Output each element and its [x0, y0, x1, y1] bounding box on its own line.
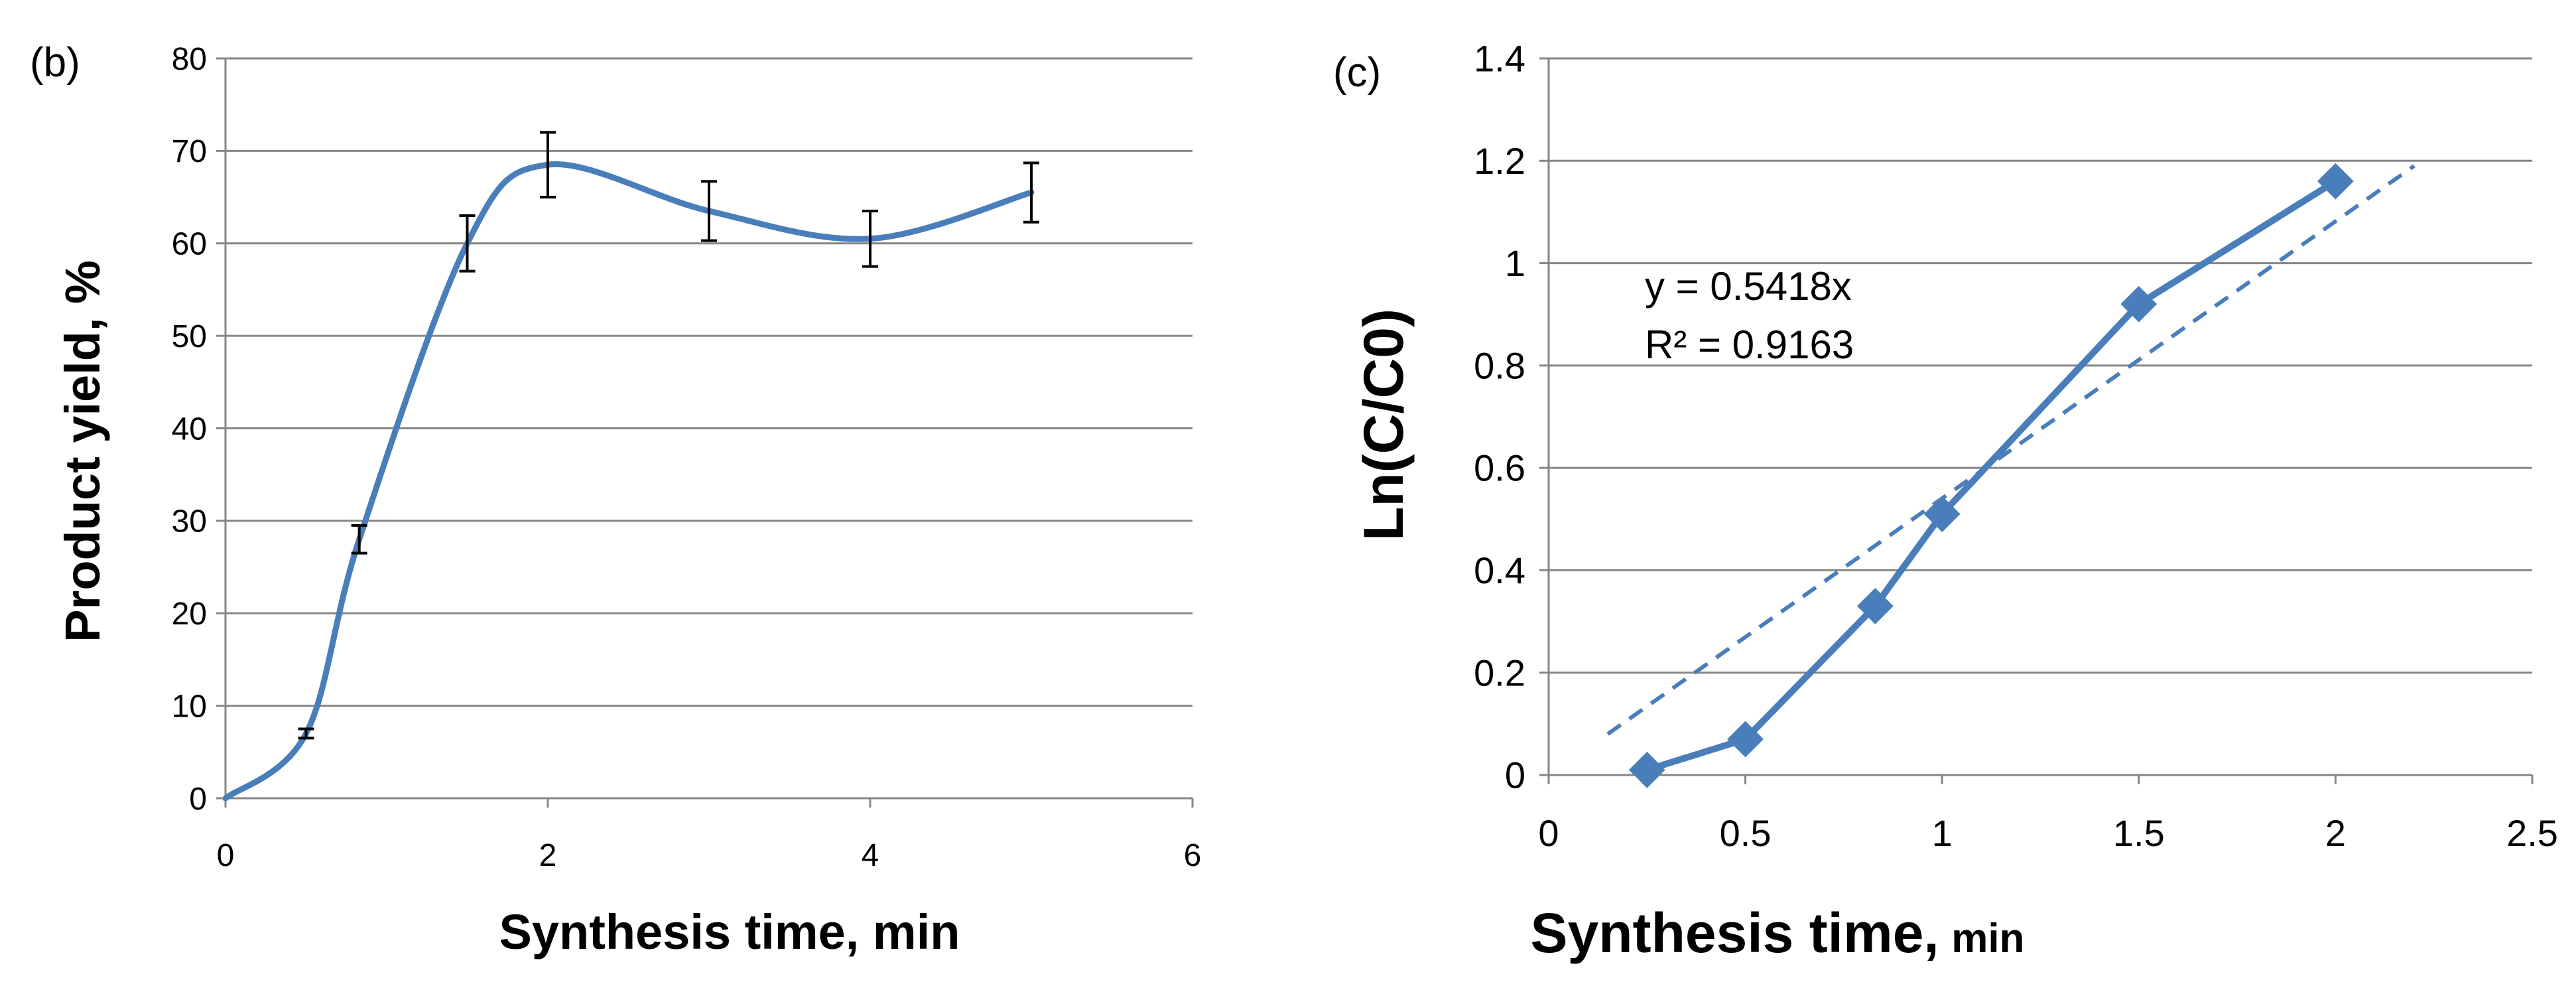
y-tick-label: 0.8 — [1474, 344, 1525, 386]
y-tick-label: 1.2 — [1474, 140, 1525, 182]
panel-b-x-tick-labels: 0 2 4 6 — [217, 838, 1202, 873]
series-line — [1645, 178, 2338, 774]
x-tick-label: 0.5 — [1720, 812, 1771, 854]
panel-c-trendline-group — [1606, 164, 2415, 736]
panel-c-label: (c) — [1333, 50, 1381, 96]
panel-b-x-axis-title: Synthesis time, min — [499, 904, 960, 959]
panel-c-equation: y = 0.5418x — [1645, 264, 1852, 309]
y-tick-label: 0 — [1505, 754, 1525, 796]
y-tick-label: 80 — [172, 42, 207, 77]
x-tick-label: 2 — [539, 838, 557, 873]
panel-c-series — [1645, 178, 2338, 774]
panel-c-x-axis-title: Synthesis time, min — [1531, 902, 2025, 964]
y-tick-label: 60 — [172, 227, 207, 262]
y-tick-label: 50 — [172, 319, 207, 354]
y-tick-label: 0.4 — [1474, 549, 1525, 591]
y-tick-label: 20 — [172, 597, 207, 632]
panel-b-y-tick-labels: 0 10 20 30 40 50 60 70 80 — [172, 42, 207, 817]
panel-c: (c) 0 0.2 0.4 0.6 0.8 1 1.2 1.4 0 0.5 1 1.5 2 2.5 y … — [1333, 38, 2558, 964]
data-point-diamond — [2120, 285, 2157, 322]
panel-c-gridlines — [1549, 57, 2532, 674]
panel-b-gridlines — [225, 57, 1192, 707]
x-tick-label: 0 — [1538, 812, 1559, 854]
data-point-diamond — [1923, 496, 1961, 532]
panel-c-x-tick-labels: 0 0.5 1 1.5 2 2.5 — [1538, 812, 2558, 854]
x-tick-label: 1 — [1932, 812, 1953, 854]
panel-c-axes — [1539, 57, 2534, 784]
y-tick-label: 0.6 — [1474, 447, 1525, 489]
y-tick-label: 1.4 — [1474, 38, 1525, 80]
series-line — [222, 161, 1035, 802]
data-point-diamond — [1856, 588, 1894, 624]
panel-c-y-axis-title: Ln(C/C0) — [1352, 309, 1415, 541]
x-tick-label: 6 — [1184, 838, 1202, 873]
panel-c-x-axis-title-main: Synthesis time, — [1531, 902, 1939, 964]
x-tick-label: 0 — [217, 838, 235, 873]
x-tick-label: 2 — [2325, 812, 2346, 854]
panel-c-x-axis-title-unit: min — [1951, 916, 2024, 961]
panel-b-axes — [216, 57, 1194, 808]
data-point-diamond — [2317, 163, 2354, 200]
panel-b: (b) 0 10 20 30 40 50 60 70 80 0 2 4 6 Synthesis tim… — [30, 40, 1201, 959]
y-tick-label: 0 — [189, 782, 207, 817]
y-tick-label: 30 — [172, 504, 207, 539]
panel-b-error-bars — [298, 131, 1039, 740]
panel-c-markers — [1628, 163, 2354, 788]
trendline — [1606, 164, 2415, 736]
y-tick-label: 70 — [172, 134, 207, 169]
panel-b-y-axis-title: Product yield, % — [55, 260, 110, 642]
y-tick-label: 0.2 — [1474, 652, 1525, 693]
panel-b-label: (b) — [30, 40, 80, 86]
panel-c-r-squared: R² = 0.9163 — [1645, 322, 1854, 367]
y-tick-label: 10 — [172, 689, 207, 724]
data-point-diamond — [1727, 721, 1764, 758]
x-tick-label: 2.5 — [2506, 812, 2558, 854]
data-point-diamond — [1628, 751, 1665, 788]
x-tick-label: 4 — [862, 838, 879, 873]
y-tick-label: 1 — [1505, 242, 1525, 284]
x-tick-label: 1.5 — [2113, 812, 2165, 854]
panel-b-series — [222, 161, 1035, 802]
panel-c-y-tick-labels: 0 0.2 0.4 0.6 0.8 1 1.2 1.4 — [1474, 38, 1525, 796]
y-tick-label: 40 — [172, 411, 207, 447]
